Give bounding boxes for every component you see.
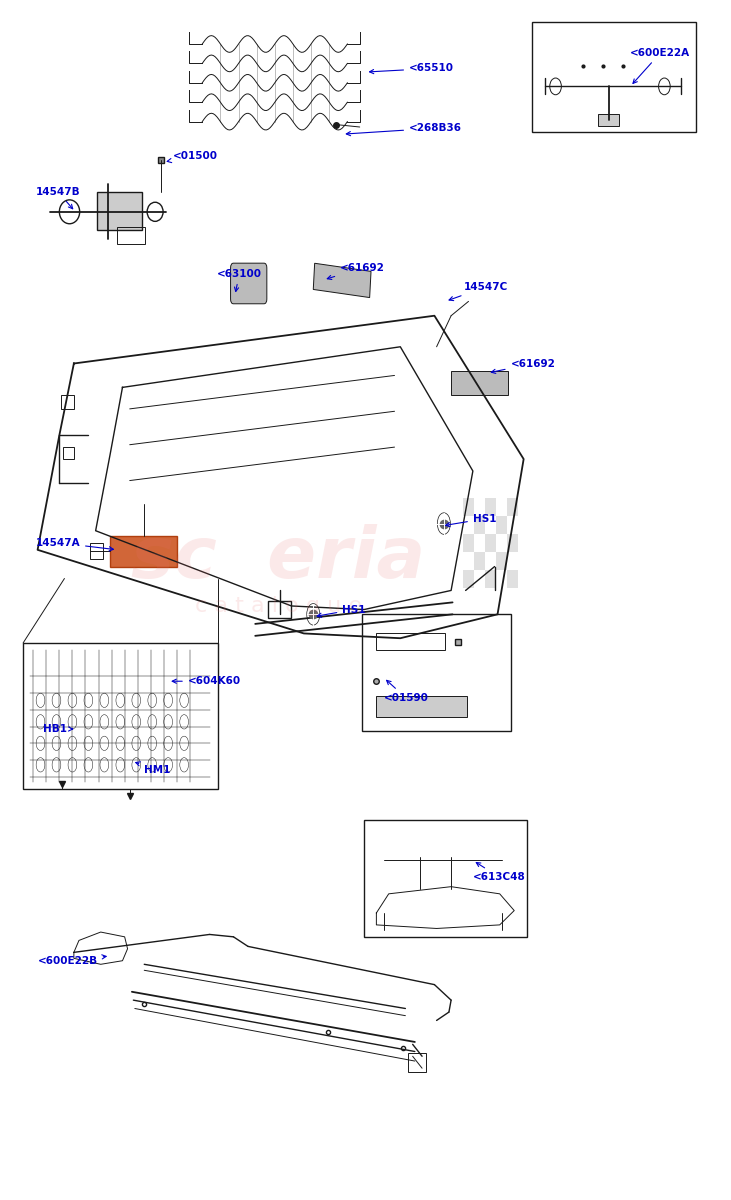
Bar — [408, 1052, 425, 1072]
Text: 14547C: 14547C — [449, 282, 508, 301]
Text: <65510: <65510 — [369, 64, 454, 73]
Text: 14547A: 14547A — [35, 538, 113, 551]
Bar — [474, 516, 485, 534]
Bar — [496, 498, 507, 516]
Text: HS1: HS1 — [317, 605, 366, 617]
Bar — [507, 570, 518, 588]
Bar — [496, 516, 507, 534]
Bar — [23, 643, 218, 788]
Text: HS1: HS1 — [446, 514, 496, 527]
Bar — [110, 535, 177, 566]
Text: <604K60: <604K60 — [173, 677, 241, 686]
Bar — [496, 552, 507, 570]
Text: <61692: <61692 — [327, 263, 385, 280]
Bar — [474, 570, 485, 588]
Text: <63100: <63100 — [217, 269, 262, 292]
Text: <01500: <01500 — [167, 151, 219, 163]
Bar — [496, 534, 507, 552]
Bar — [376, 696, 467, 718]
Bar — [485, 498, 496, 516]
Bar — [507, 498, 518, 516]
Text: <600E22A: <600E22A — [630, 48, 690, 83]
FancyBboxPatch shape — [230, 263, 267, 304]
Bar — [364, 820, 527, 937]
Text: <01590: <01590 — [384, 680, 428, 703]
Bar — [496, 570, 507, 588]
Bar — [598, 114, 619, 126]
Bar — [485, 552, 496, 570]
Bar — [314, 263, 371, 298]
Bar — [474, 498, 485, 516]
Bar — [474, 534, 485, 552]
Bar — [507, 552, 518, 570]
Bar — [63, 448, 74, 460]
Bar — [474, 552, 485, 570]
Bar — [507, 534, 518, 552]
Bar — [485, 516, 496, 534]
Bar — [485, 534, 496, 552]
Bar — [532, 22, 696, 132]
Text: <268B36: <268B36 — [346, 124, 462, 136]
Bar — [90, 542, 103, 559]
Bar — [463, 534, 474, 552]
Text: sc  eria: sc eria — [132, 523, 425, 593]
Text: <613C48: <613C48 — [473, 863, 526, 882]
Bar — [507, 516, 518, 534]
Bar — [268, 601, 291, 618]
Text: HB1: HB1 — [42, 724, 73, 734]
Text: HM1: HM1 — [136, 762, 170, 775]
Bar — [463, 570, 474, 588]
Bar — [451, 371, 508, 395]
Bar — [463, 516, 474, 534]
Text: 14547B: 14547B — [35, 186, 80, 209]
Text: <61692: <61692 — [491, 359, 556, 373]
Bar — [376, 634, 445, 650]
Text: c a t a l o g u e: c a t a l o g u e — [195, 596, 362, 616]
Bar — [463, 498, 474, 516]
Text: <600E22B: <600E22B — [37, 955, 106, 966]
Bar — [362, 614, 510, 731]
Bar — [61, 395, 74, 409]
Bar — [463, 552, 474, 570]
Bar — [118, 227, 145, 244]
Bar — [485, 570, 496, 588]
Bar — [97, 192, 142, 229]
